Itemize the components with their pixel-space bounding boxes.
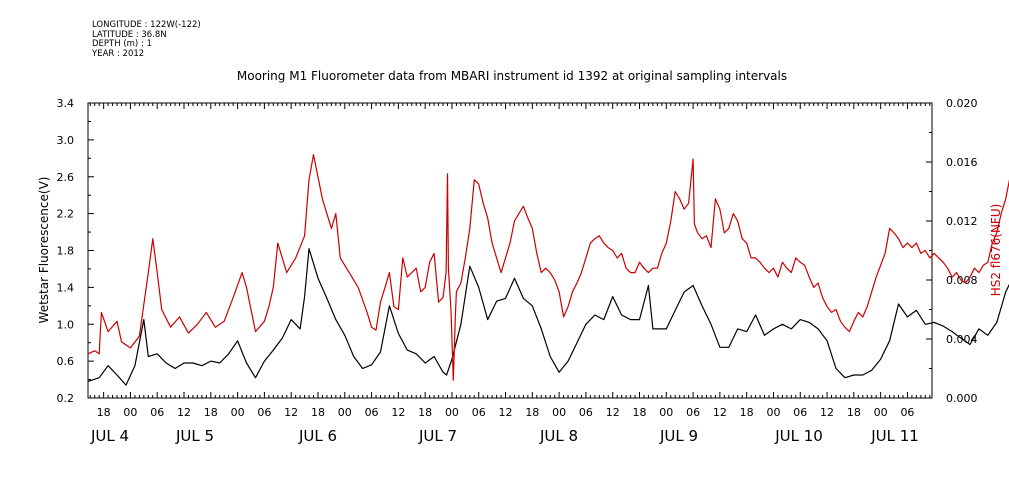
x-hour-label: 12 xyxy=(499,406,513,419)
x-hour-label: 18 xyxy=(633,406,647,419)
x-hour-label: 06 xyxy=(900,406,914,419)
x-hour-label: 18 xyxy=(740,406,754,419)
x-hour-label: 12 xyxy=(713,406,727,419)
right-tick-label: 0.000 xyxy=(946,392,978,405)
x-hour-label: 06 xyxy=(472,406,486,419)
right-axis-label: HS2 fl676(NFU) xyxy=(989,204,1003,297)
x-hour-label: 12 xyxy=(820,406,834,419)
x-day-label: JUL 10 xyxy=(774,427,823,445)
x-hour-label: 12 xyxy=(177,406,191,419)
series-line-hs2 xyxy=(87,154,1009,381)
x-hour-label: 06 xyxy=(150,406,164,419)
left-tick-label: 3.4 xyxy=(57,97,75,110)
x-hour-label: 00 xyxy=(338,406,352,419)
x-hour-label: 12 xyxy=(606,406,620,419)
x-hour-label: 00 xyxy=(766,406,780,419)
x-day-label: JUL 6 xyxy=(298,427,337,445)
x-hour-label: 00 xyxy=(659,406,673,419)
x-hour-label: 06 xyxy=(365,406,379,419)
x-hour-label: 00 xyxy=(231,406,245,419)
x-hour-label: 06 xyxy=(793,406,807,419)
x-hour-label: 06 xyxy=(579,406,593,419)
x-hour-label: 06 xyxy=(257,406,271,419)
chart-title: Mooring M1 Fluorometer data from MBARI i… xyxy=(237,69,787,83)
right-tick-label: 0.016 xyxy=(946,156,978,169)
left-axis-label: Wetstar Fluorescence(V) xyxy=(37,177,51,324)
x-day-label: JUL 9 xyxy=(659,427,698,445)
x-day-label: JUL 4 xyxy=(90,427,129,445)
year-text: YEAR : 2012 xyxy=(92,48,145,59)
left-tick-label: 2.2 xyxy=(57,208,75,221)
left-tick-label: 0.6 xyxy=(57,355,75,368)
series-line-wetstar xyxy=(87,248,1009,386)
metadata-block: LONGITUDE : 122W(-122) LATITUDE : 36.8N … xyxy=(92,20,201,59)
depth-text: DEPTH (m) : 1 xyxy=(92,39,152,50)
x-day-label: JUL 11 xyxy=(870,427,919,445)
x-hour-label: 00 xyxy=(445,406,459,419)
x-hour-label: 00 xyxy=(123,406,137,419)
x-hour-label: 18 xyxy=(418,406,432,419)
x-hour-label: 18 xyxy=(311,406,325,419)
left-tick-label: 1.8 xyxy=(57,245,75,258)
plot-frame xyxy=(87,102,933,399)
x-day-label: JUL 5 xyxy=(175,427,214,445)
x-day-label: JUL 7 xyxy=(418,427,457,445)
left-tick-label: 1.0 xyxy=(57,318,75,331)
left-tick-label: 2.6 xyxy=(57,171,75,184)
x-hour-label: 12 xyxy=(284,406,298,419)
longitude-text: LONGITUDE : 122W(-122) xyxy=(92,20,201,30)
x-hour-label: 18 xyxy=(97,406,111,419)
x-hour-label: 06 xyxy=(686,406,700,419)
x-hour-label: 18 xyxy=(525,406,539,419)
x-hour-label: 12 xyxy=(391,406,405,419)
x-hour-label: 00 xyxy=(552,406,566,419)
right-tick-label: 0.012 xyxy=(946,215,978,228)
left-tick-label: 3.0 xyxy=(57,134,75,147)
x-day-label: JUL 8 xyxy=(539,427,578,445)
left-tick-label: 1.4 xyxy=(57,281,75,294)
left-tick-label: 0.2 xyxy=(57,392,75,405)
latitude-text: LATITUDE : 36.8N xyxy=(92,29,167,40)
x-hour-label: 00 xyxy=(874,406,888,419)
x-hour-label: 18 xyxy=(847,406,861,419)
right-tick-label: 0.020 xyxy=(946,97,978,110)
right-tick-label: 0.004 xyxy=(946,333,978,346)
x-hour-label: 18 xyxy=(204,406,218,419)
